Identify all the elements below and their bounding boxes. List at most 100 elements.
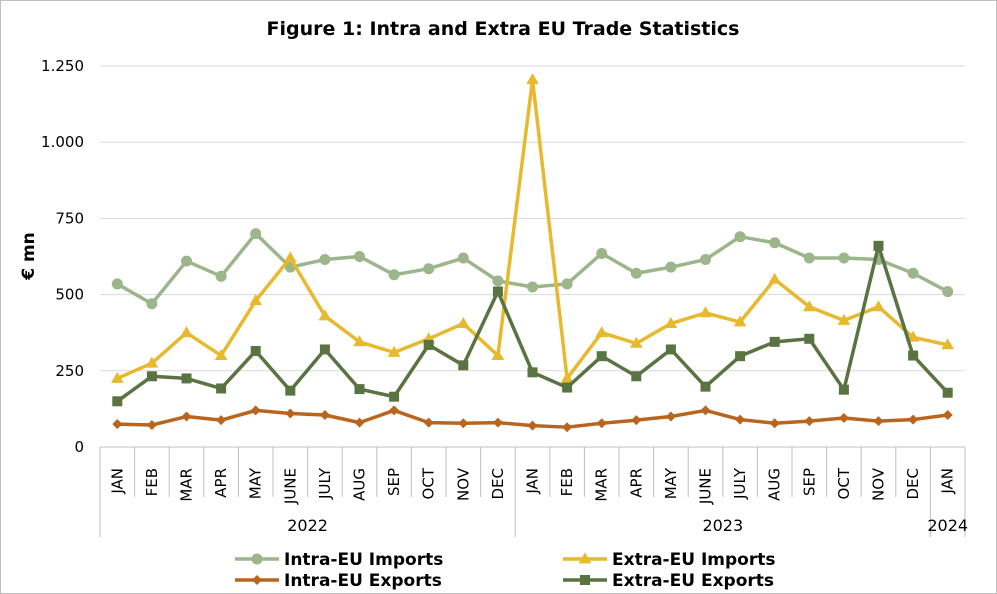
legend-item: Intra-EU Exports [235,571,442,591]
data-point [145,356,159,368]
data-point [250,405,261,416]
x-tick-label: NOV [870,467,888,501]
data-point [596,247,608,259]
y-axis-label: € mn [19,232,39,281]
data-point [388,269,400,281]
y-tick-label: 500 [55,286,84,304]
data-point [768,272,782,284]
data-point [527,420,538,431]
data-point [216,383,227,394]
data-point [252,575,262,585]
data-point [907,267,919,279]
data-point [458,418,469,429]
data-point [908,350,919,361]
data-point [181,411,192,422]
data-point [700,254,711,266]
series-extra-eu-imports [110,73,955,383]
x-tick-label: AUG [351,468,369,501]
data-point [735,414,746,425]
legend: Intra-EU Imports Extra-EU Imports Intra-EU… [235,550,775,591]
x-tick-label: FEB [558,468,576,496]
data-point [110,371,124,383]
data-point [319,409,330,420]
data-point [285,385,296,396]
x-tick-label: JUNE [281,468,299,505]
data-point [146,371,157,382]
data-point [527,281,538,293]
x-tick-label: NOV [454,467,472,501]
data-point [700,405,711,416]
data-point [527,367,538,378]
series-extra-eu-exports [112,240,953,407]
gridlines [100,65,965,448]
data-point [769,336,780,347]
data-point [423,339,434,350]
data-point [804,416,815,427]
data-point [595,326,609,338]
data-point [941,338,955,350]
legend-label: Extra-EU Exports [612,571,774,591]
data-point [664,316,678,328]
data-point [804,333,815,344]
data-point [251,553,263,565]
data-point [112,396,123,407]
x-tick-label: DEC [489,468,507,500]
x-axis: JAN FEB MAR APR MAY JUNE JULY AUG SEP OCT NOV DEC JA… [99,447,968,537]
data-point [562,382,573,393]
data-point [492,417,503,428]
data-point [456,316,470,328]
legend-item: Intra-EU Imports [235,550,443,570]
data-point [491,348,505,360]
data-point [596,418,607,429]
data-point [181,373,192,384]
data-point [283,251,297,263]
data-point [578,552,592,564]
y-tick-label: 250 [55,362,84,380]
x-tick-label: OCT [420,467,438,499]
x-tick-label: AUG [766,468,784,501]
data-point [250,345,261,356]
data-point [733,315,747,327]
data-point [111,278,123,290]
data-point [354,384,365,395]
data-point [526,73,539,85]
data-point [734,231,746,243]
data-point [873,240,884,251]
data-point [631,415,642,426]
data-point [181,255,192,267]
series-group [110,73,955,433]
series-line [116,231,949,306]
data-point [319,344,330,355]
x-tick-label: JULY [731,467,749,500]
x-tick-label: APR [627,468,645,498]
data-point [802,300,816,312]
data-point [837,313,851,325]
legend-label: Intra-EU Imports [284,550,443,570]
x-tick-label: JULY [316,467,334,500]
year-label: 2023 [702,516,743,535]
x-tick-label: FEB [143,468,161,496]
y-tick-label: 750 [55,209,84,227]
data-point [906,330,920,342]
data-point [560,371,574,383]
data-point [942,409,953,420]
legend-label: Extra-EU Imports [612,550,775,570]
year-label: 2022 [287,516,328,535]
data-point [146,420,157,431]
data-point [492,286,503,297]
data-point [354,251,365,262]
data-point [699,306,712,318]
x-tick-label: JUNE [697,468,715,505]
data-point [838,252,850,264]
data-point [665,261,677,273]
x-tick-label: SEP [800,468,818,496]
data-point [457,252,469,264]
x-tick-label: DEC [904,468,922,500]
data-point [561,278,573,290]
data-point [872,300,885,312]
data-point [146,298,158,310]
data-point [354,417,365,428]
x-tick-label: JAN [939,468,957,495]
x-tick-label: JAN [524,468,542,495]
